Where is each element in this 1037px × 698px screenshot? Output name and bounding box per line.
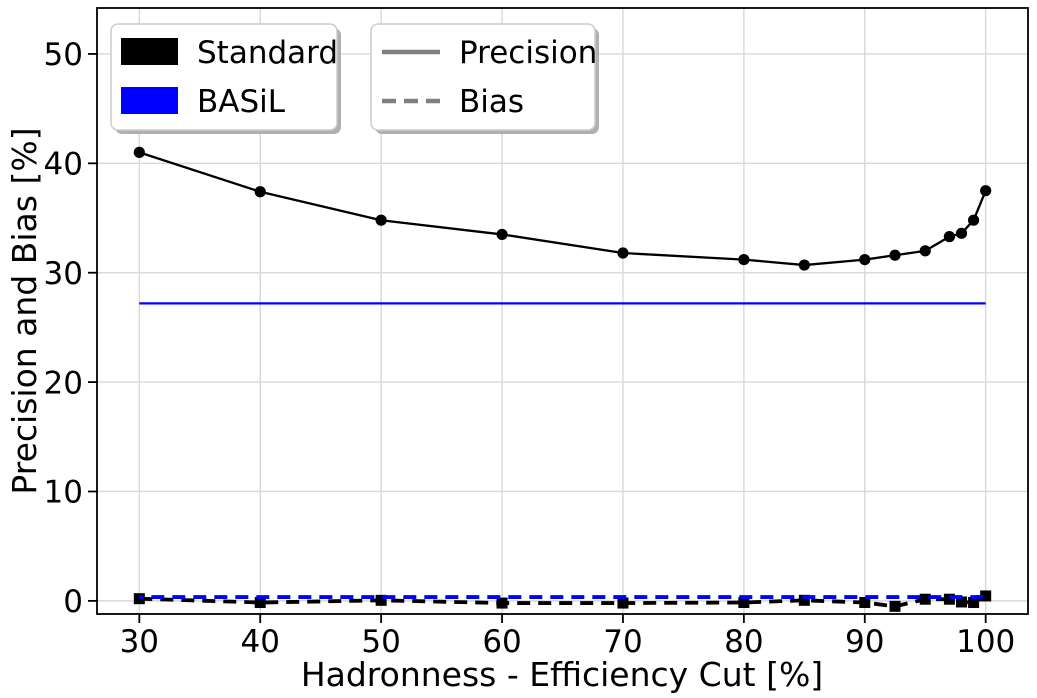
data-point-circle-95 bbox=[919, 245, 931, 257]
legend-precision-label: Precision bbox=[459, 35, 597, 71]
data-point-square-100 bbox=[980, 590, 992, 602]
series-line bbox=[138, 151, 987, 267]
y-tick-label-30: 30 bbox=[44, 256, 83, 292]
y-tick-label-0: 0 bbox=[63, 584, 83, 620]
y-tick-label-50: 50 bbox=[44, 37, 83, 73]
data-point-circle-80 bbox=[738, 253, 750, 266]
y-axis-label: Precision and Bias [%] bbox=[5, 127, 44, 494]
data-point-circle-92.5 bbox=[889, 249, 901, 261]
series-standard-precision bbox=[133, 146, 992, 271]
data-point-circle-85 bbox=[798, 259, 810, 271]
y-tick-label-40: 40 bbox=[44, 146, 83, 182]
x-tick-label-60: 60 bbox=[482, 624, 521, 660]
x-tick-label-40: 40 bbox=[241, 624, 280, 660]
legend-series: Standard BASiL bbox=[110, 23, 341, 134]
data-point-square-97 bbox=[943, 593, 955, 605]
data-point-circle-100 bbox=[980, 185, 992, 197]
x-tick-label-100: 100 bbox=[956, 624, 1015, 660]
data-point-circle-98 bbox=[955, 227, 968, 239]
y-tick-label-10: 10 bbox=[44, 475, 83, 511]
data-point-square-50 bbox=[375, 594, 387, 606]
legend-bias-label: Bias bbox=[459, 84, 524, 120]
x-axis-label: Hadronness - Efficiency Cut [%] bbox=[301, 655, 823, 694]
data-point-circle-97 bbox=[943, 231, 956, 243]
legend-standard-label: Standard bbox=[197, 35, 338, 71]
data-point-square-85 bbox=[798, 594, 810, 606]
data-point-circle-50 bbox=[375, 214, 387, 226]
series-line bbox=[139, 594, 986, 599]
data-point-circle-99 bbox=[967, 214, 980, 226]
data-point-square-80 bbox=[738, 597, 750, 609]
x-tick-label-90: 90 bbox=[845, 624, 884, 660]
legend-metric: Precision Bias bbox=[370, 23, 599, 134]
data-series bbox=[133, 146, 992, 612]
standard-color-swatch bbox=[121, 38, 178, 65]
series-basil-bias bbox=[139, 594, 986, 599]
data-point-square-90 bbox=[859, 597, 871, 609]
data-point-circle-30 bbox=[133, 146, 145, 158]
data-point-square-99 bbox=[968, 597, 980, 609]
data-point-square-92.5 bbox=[889, 600, 901, 612]
data-point-square-60 bbox=[496, 597, 508, 609]
basil-color-swatch bbox=[121, 87, 178, 114]
x-tick-label-30: 30 bbox=[120, 624, 159, 660]
data-point-square-98 bbox=[956, 596, 967, 608]
data-point-square-70 bbox=[617, 597, 629, 609]
legend-basil-label: BASiL bbox=[197, 84, 286, 120]
data-point-circle-60 bbox=[496, 228, 508, 241]
x-tick-label-70: 70 bbox=[603, 624, 642, 660]
data-point-square-95 bbox=[919, 593, 931, 605]
y-tick-label-20: 20 bbox=[44, 365, 83, 401]
x-tick-label-50: 50 bbox=[361, 624, 400, 660]
data-point-circle-70 bbox=[617, 247, 629, 259]
plot-border bbox=[96, 7, 1029, 615]
data-point-circle-40 bbox=[254, 186, 266, 198]
data-point-circle-90 bbox=[859, 253, 871, 266]
x-tick-label-80: 80 bbox=[724, 624, 763, 660]
axis-tick-labels: 30 40 50 60 70 80 90 100 0 10 20 30 40 50 bbox=[44, 37, 1016, 660]
data-point-square-40 bbox=[254, 597, 266, 609]
axis-tick-marks bbox=[88, 53, 987, 623]
